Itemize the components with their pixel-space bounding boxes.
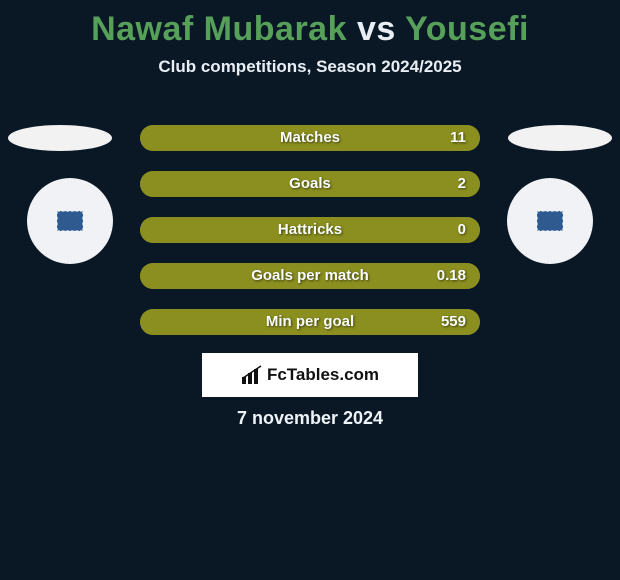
stat-bar-label: Goals per match — [251, 263, 369, 289]
stat-bar-label: Matches — [280, 125, 340, 151]
date-text: 7 november 2024 — [0, 408, 620, 429]
stat-bar-value-right: 11 — [450, 125, 466, 151]
title-vs: vs — [347, 10, 405, 48]
player1-avatar-placeholder — [8, 125, 112, 151]
brand-text: FcTables.com — [267, 365, 379, 385]
player2-club-crest — [507, 178, 593, 264]
stat-bar-row: Hattricks 0 — [140, 217, 480, 243]
page-title: Nawaf Mubarak vs Yousefi — [0, 0, 620, 49]
stat-bar-row: Min per goal 559 — [140, 309, 480, 335]
stat-bar-row: Goals per match 0.18 — [140, 263, 480, 289]
brand-bars-icon — [241, 365, 265, 385]
stat-bar-label: Min per goal — [266, 309, 354, 335]
stat-bar-row: Goals 2 — [140, 171, 480, 197]
player1-club-crest — [27, 178, 113, 264]
stat-bar-label: Goals — [289, 171, 331, 197]
player2-avatar-placeholder — [508, 125, 612, 151]
brand-badge: FcTables.com — [202, 353, 418, 397]
stat-bar-value-right: 0 — [458, 217, 466, 243]
title-player2: Yousefi — [405, 10, 529, 48]
title-player1: Nawaf Mubarak — [91, 10, 347, 48]
crest-placeholder-icon — [537, 211, 563, 231]
stat-bar-value-right: 0.18 — [437, 263, 466, 289]
crest-placeholder-icon — [57, 211, 83, 231]
stats-bar-chart: Matches 11 Goals 2 Hattricks 0 Goals per match… — [140, 125, 480, 355]
stat-bar-label: Hattricks — [278, 217, 342, 243]
stat-bar-value-right: 2 — [458, 171, 466, 197]
stat-bar-row: Matches 11 — [140, 125, 480, 151]
subtitle: Club competitions, Season 2024/2025 — [0, 57, 620, 77]
stat-bar-value-right: 559 — [441, 309, 466, 335]
